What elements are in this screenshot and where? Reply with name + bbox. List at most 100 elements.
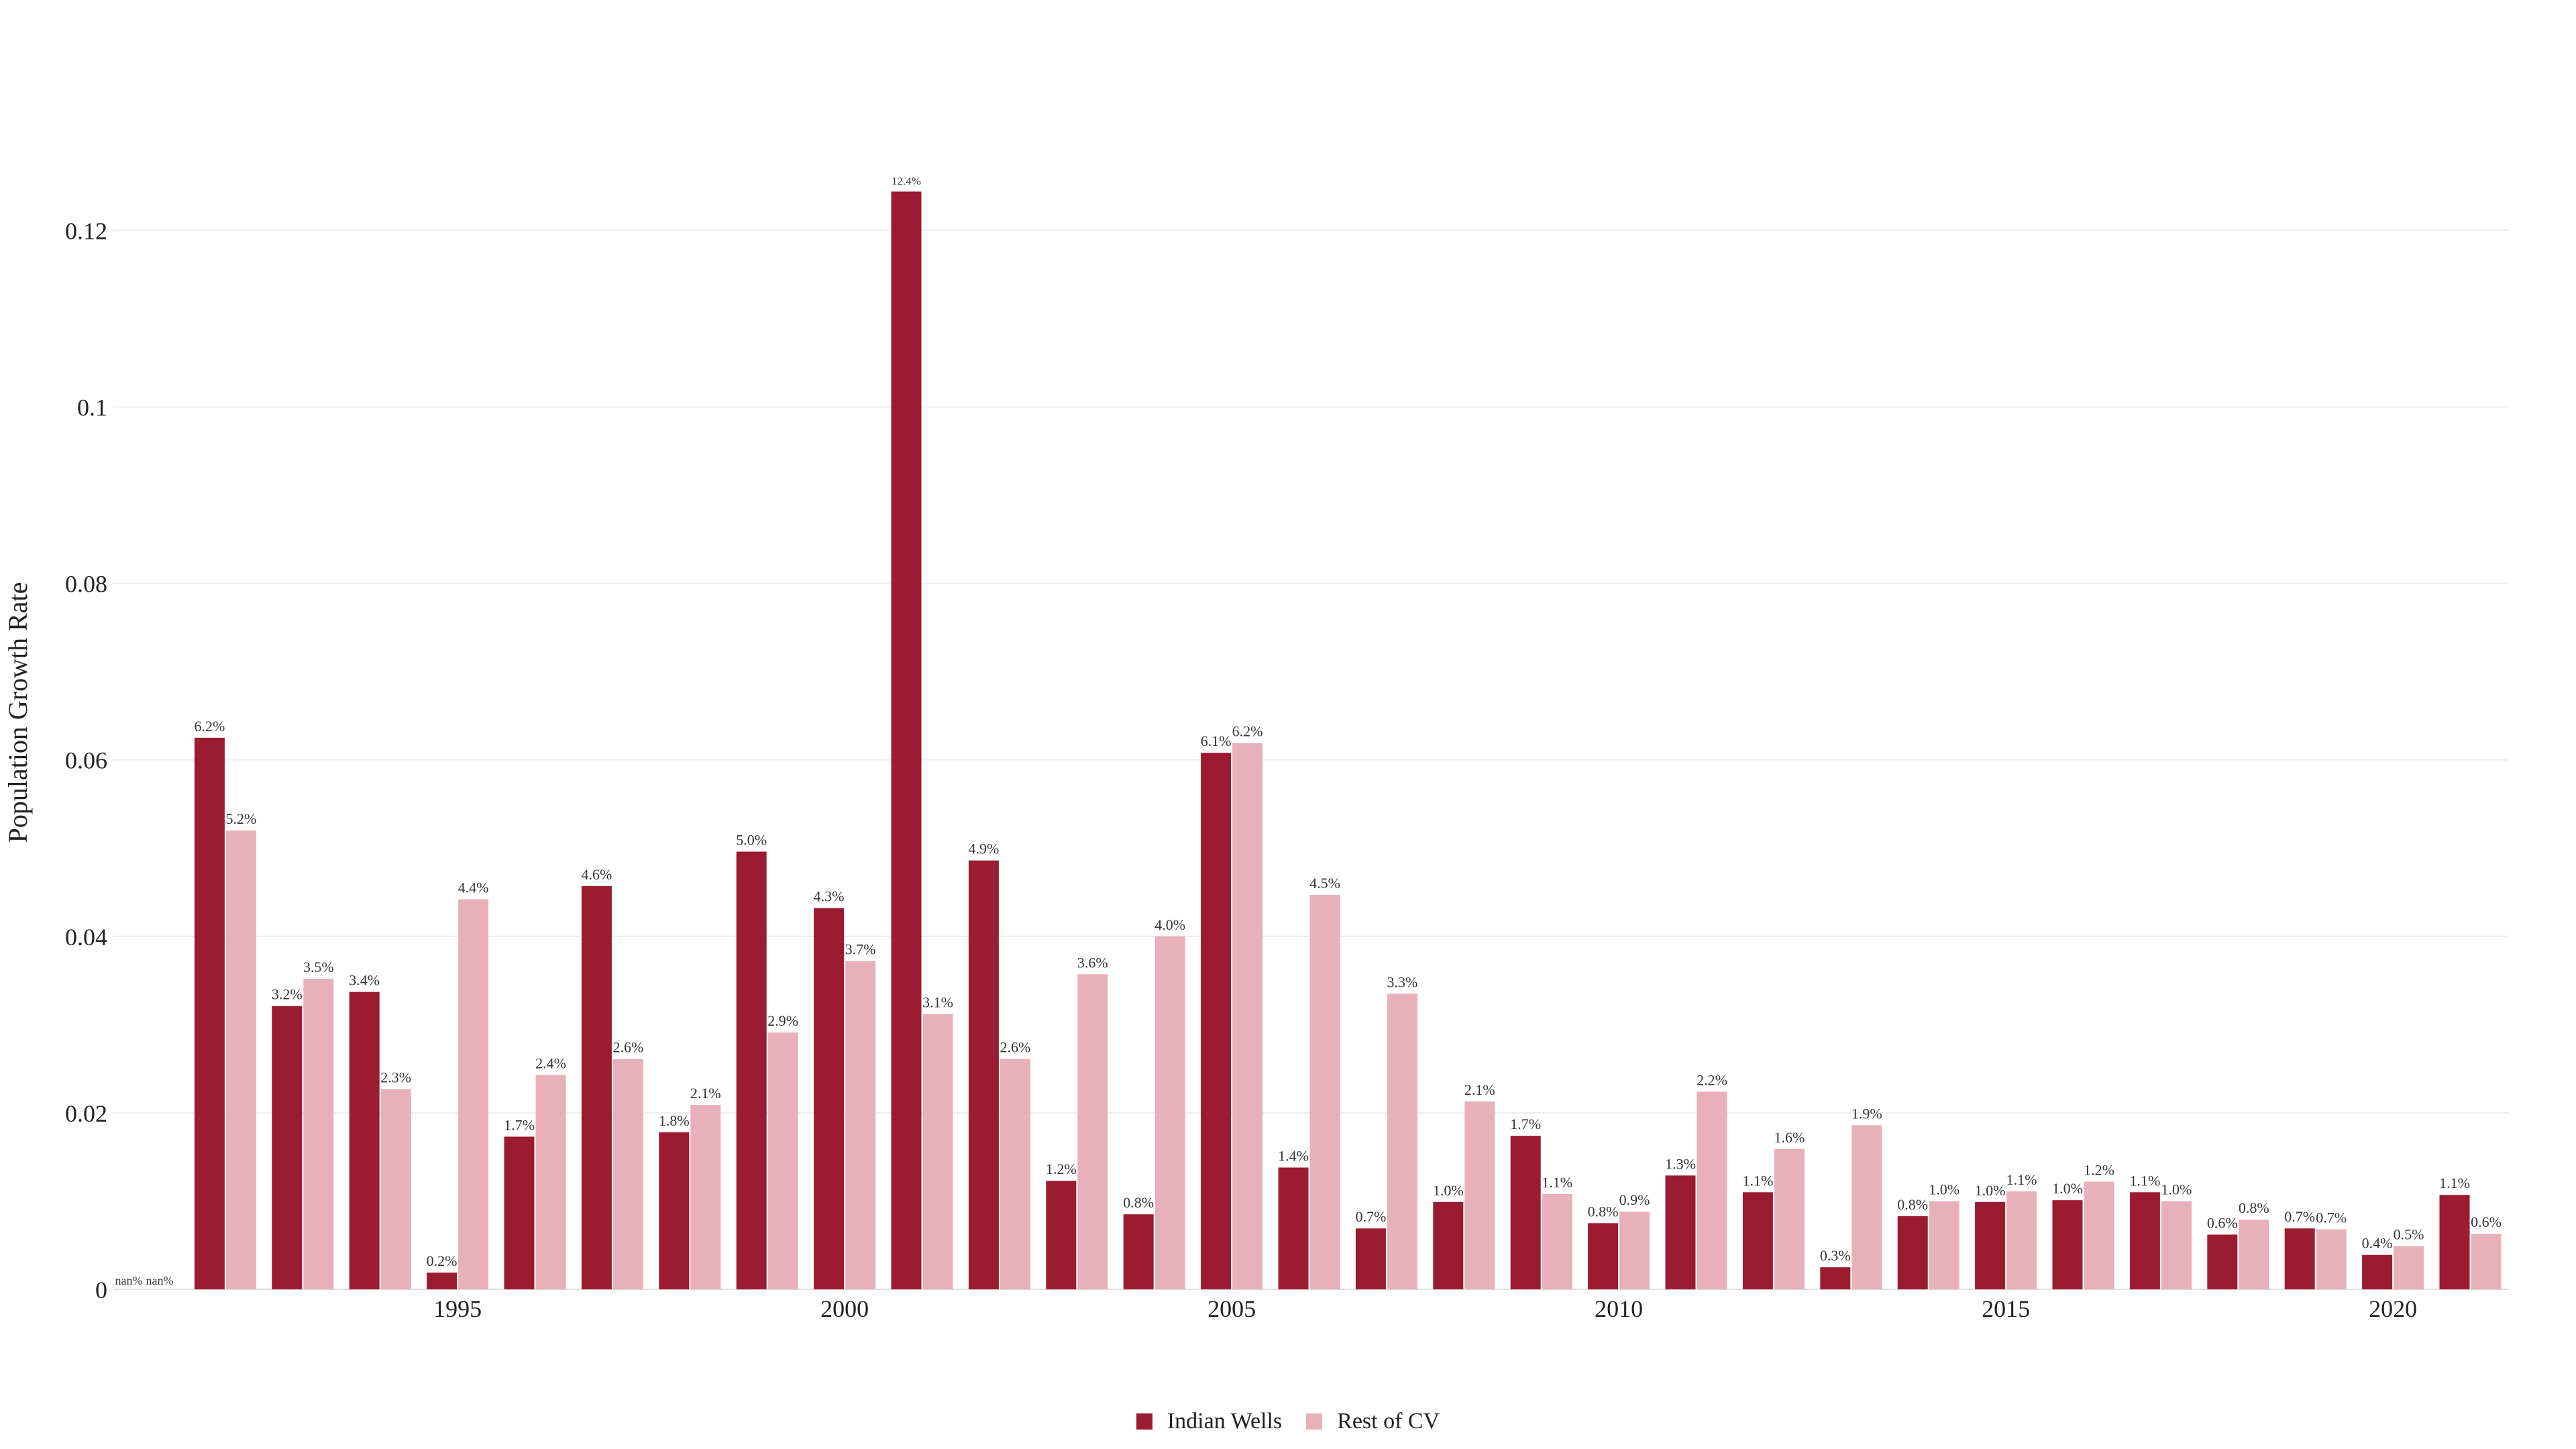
bar-rest-of-cv	[1232, 743, 1263, 1289]
bar-data-label: 1.1%	[1742, 1172, 1773, 1189]
bar-data-label: 3.5%	[303, 959, 334, 975]
bar-data-label: 1.0%	[1433, 1182, 1464, 1199]
bar-data-label: nan%	[146, 1274, 174, 1287]
bar-rest-of-cv	[767, 1032, 798, 1289]
bar-data-label: 0.9%	[1619, 1191, 1650, 1208]
bar-rest-of-cv	[535, 1075, 566, 1289]
bar-data-label: 0.7%	[2316, 1210, 2347, 1226]
bar-data-label: 0.8%	[1588, 1203, 1619, 1220]
bar-indian-wells	[1975, 1201, 2006, 1289]
bar-data-label: 12.4%	[892, 175, 921, 188]
bar-data-label: 1.2%	[2084, 1162, 2114, 1179]
bar-indian-wells	[194, 737, 225, 1289]
bar-indian-wells	[1046, 1181, 1077, 1289]
bar-data-label: 2.1%	[1464, 1081, 1495, 1098]
bar-rest-of-cv	[1929, 1201, 1960, 1289]
bar-data-label: 2.9%	[767, 1012, 798, 1029]
bar-data-label: 0.3%	[1820, 1247, 1851, 1264]
bar-rest-of-cv	[1155, 936, 1185, 1289]
bar-rest-of-cv	[2394, 1246, 2424, 1289]
x-tick-label: 2000	[820, 1295, 869, 1322]
y-tick-label: 0.02	[65, 1100, 107, 1127]
bar-rest-of-cv	[2006, 1191, 2037, 1289]
bar-indian-wells	[736, 851, 767, 1289]
bar-data-label: 1.1%	[2006, 1171, 2037, 1188]
bar-data-label: 1.0%	[1929, 1181, 1960, 1197]
bar-data-label: 1.7%	[504, 1116, 535, 1133]
bar-data-label: 3.7%	[845, 941, 876, 958]
bar-data-label: 2.1%	[690, 1085, 721, 1102]
bar-indian-wells	[2439, 1195, 2470, 1289]
bar-data-label: 3.2%	[272, 986, 303, 1003]
bar-data-label: 4.0%	[1155, 916, 1185, 933]
y-tick-label: 0.1	[77, 394, 107, 421]
bar-data-label: 1.1%	[1542, 1174, 1572, 1191]
bar-rest-of-cv	[303, 978, 334, 1289]
bar-rest-of-cv	[1619, 1212, 1650, 1289]
bar-data-label: 2.6%	[612, 1039, 643, 1056]
bar-data-label: 0.7%	[1355, 1208, 1386, 1225]
bar-data-label: 1.9%	[1851, 1105, 1882, 1122]
bar-indian-wells	[1897, 1216, 1928, 1289]
bar-data-label: 3.3%	[1387, 973, 1417, 990]
bar-data-label: 2.4%	[535, 1055, 566, 1071]
bar-rest-of-cv	[612, 1059, 643, 1289]
bar-data-label: 0.5%	[2394, 1226, 2424, 1243]
bar-data-label: 0.8%	[1123, 1194, 1154, 1211]
axes: 0 0.02 0.04 0.06 0.08 0.1 0.12 1995 2000 2005 2010…	[65, 217, 2417, 1322]
bar-data-label: 6.2%	[194, 718, 225, 735]
legend-label-indian-wells: Indian Wells	[1167, 1409, 1283, 1434]
bar-data-label: 1.3%	[1665, 1155, 1696, 1172]
bar-rest-of-cv	[1077, 974, 1108, 1289]
legend-swatch-rest-of-cv	[1306, 1413, 1323, 1430]
data-labels: nan% nan% 6.2% 5.2% 3.2%3.5% 3.4% 2.3% 0.2% 4.4%…	[115, 175, 2502, 1287]
bar-indian-wells	[427, 1273, 458, 1289]
bar-indian-wells	[2129, 1192, 2160, 1289]
bar-indian-wells	[659, 1132, 690, 1289]
bar-rest-of-cv	[690, 1105, 721, 1289]
x-tick-label: 2010	[1595, 1295, 1643, 1322]
bar-rest-of-cv	[1774, 1148, 1805, 1289]
bar-indian-wells	[581, 885, 612, 1289]
bar-rest-of-cv	[380, 1089, 411, 1289]
bar-data-label: 4.4%	[458, 879, 489, 896]
bars	[194, 191, 2502, 1289]
bar-indian-wells	[349, 991, 380, 1289]
x-tick-label: 2005	[1208, 1295, 1256, 1322]
bar-data-label: 1.0%	[2052, 1180, 2083, 1197]
bar-data-label: 0.8%	[2239, 1199, 2269, 1216]
bar-data-label: 3.1%	[922, 994, 953, 1011]
bar-rest-of-cv	[2316, 1229, 2347, 1289]
bar-indian-wells	[1665, 1175, 1696, 1289]
bar-rest-of-cv	[2084, 1181, 2114, 1289]
bar-rest-of-cv	[1387, 994, 1417, 1289]
bar-indian-wells	[1201, 753, 1232, 1289]
bar-indian-wells	[1278, 1167, 1309, 1289]
bar-data-label: 1.7%	[1510, 1116, 1541, 1132]
bar-data-label: 6.2%	[1232, 723, 1263, 740]
bar-data-label: 1.0%	[2161, 1181, 2192, 1197]
bar-data-label: 0.2%	[427, 1252, 458, 1269]
x-tick-label: 1995	[433, 1295, 482, 1322]
bar-rest-of-cv	[1697, 1091, 1727, 1289]
bar-rest-of-cv	[845, 961, 876, 1289]
bar-data-label: 6.1%	[1201, 733, 1232, 749]
y-tick-label: 0.08	[65, 571, 107, 598]
bar-data-label: 0.6%	[2471, 1214, 2502, 1230]
bar-data-label: 1.1%	[2129, 1172, 2160, 1189]
bar-data-label: 3.6%	[1077, 954, 1108, 971]
legend-swatch-indian-wells	[1136, 1413, 1152, 1430]
legend-item-indian-wells: Indian Wells	[1136, 1409, 1282, 1434]
legend-item-rest-of-cv: Rest of CV	[1306, 1409, 1440, 1434]
legend-label-rest-of-cv: Rest of CV	[1337, 1409, 1440, 1434]
bar-data-label: 0.4%	[2362, 1235, 2393, 1252]
bar-indian-wells	[1433, 1201, 1464, 1289]
bar-rest-of-cv	[1542, 1193, 1572, 1289]
bar-rest-of-cv	[1851, 1125, 1882, 1289]
y-tick-label: 0.06	[65, 747, 107, 774]
bar-data-label: 2.3%	[380, 1069, 411, 1085]
bar-indian-wells	[2284, 1228, 2315, 1289]
legend: Indian Wells Rest of CV	[0, 1409, 2576, 1434]
